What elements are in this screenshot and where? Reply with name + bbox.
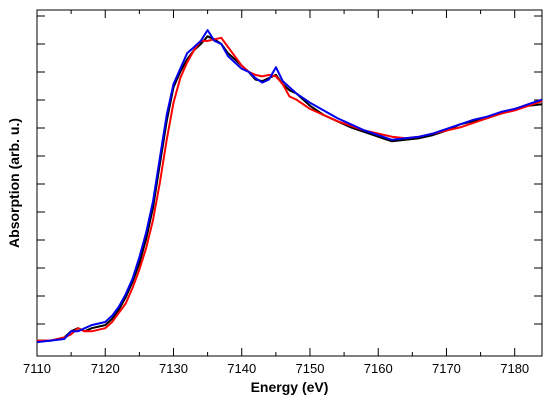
y-axis-title: Absorption (arb. u.) bbox=[6, 118, 22, 248]
y-axis-ticks bbox=[37, 15, 542, 325]
series-line-1 bbox=[37, 35, 543, 342]
x-tick-label: 7130 bbox=[159, 361, 188, 376]
x-tick-label: 7170 bbox=[432, 361, 461, 376]
x-axis-ticks bbox=[36, 10, 516, 356]
x-axis-tick-labels: 7110 7120 7130 7140 7150 7160 7170 7180 bbox=[23, 361, 529, 376]
series-layer bbox=[36, 29, 543, 344]
series-line-2 bbox=[37, 36, 543, 342]
plot-frame bbox=[36, 9, 543, 357]
plot-border bbox=[36, 9, 543, 357]
x-tick-label: 7140 bbox=[227, 361, 256, 376]
x-tick-label: 7120 bbox=[91, 361, 120, 376]
x-axis-title: Energy (eV) bbox=[251, 379, 329, 395]
x-tick-label: 7110 bbox=[23, 361, 51, 376]
series-line-3 bbox=[36, 29, 543, 344]
x-tick-label: 7160 bbox=[364, 361, 393, 376]
x-tick-label: 7150 bbox=[296, 361, 325, 376]
x-tick-label: 7180 bbox=[500, 361, 529, 376]
